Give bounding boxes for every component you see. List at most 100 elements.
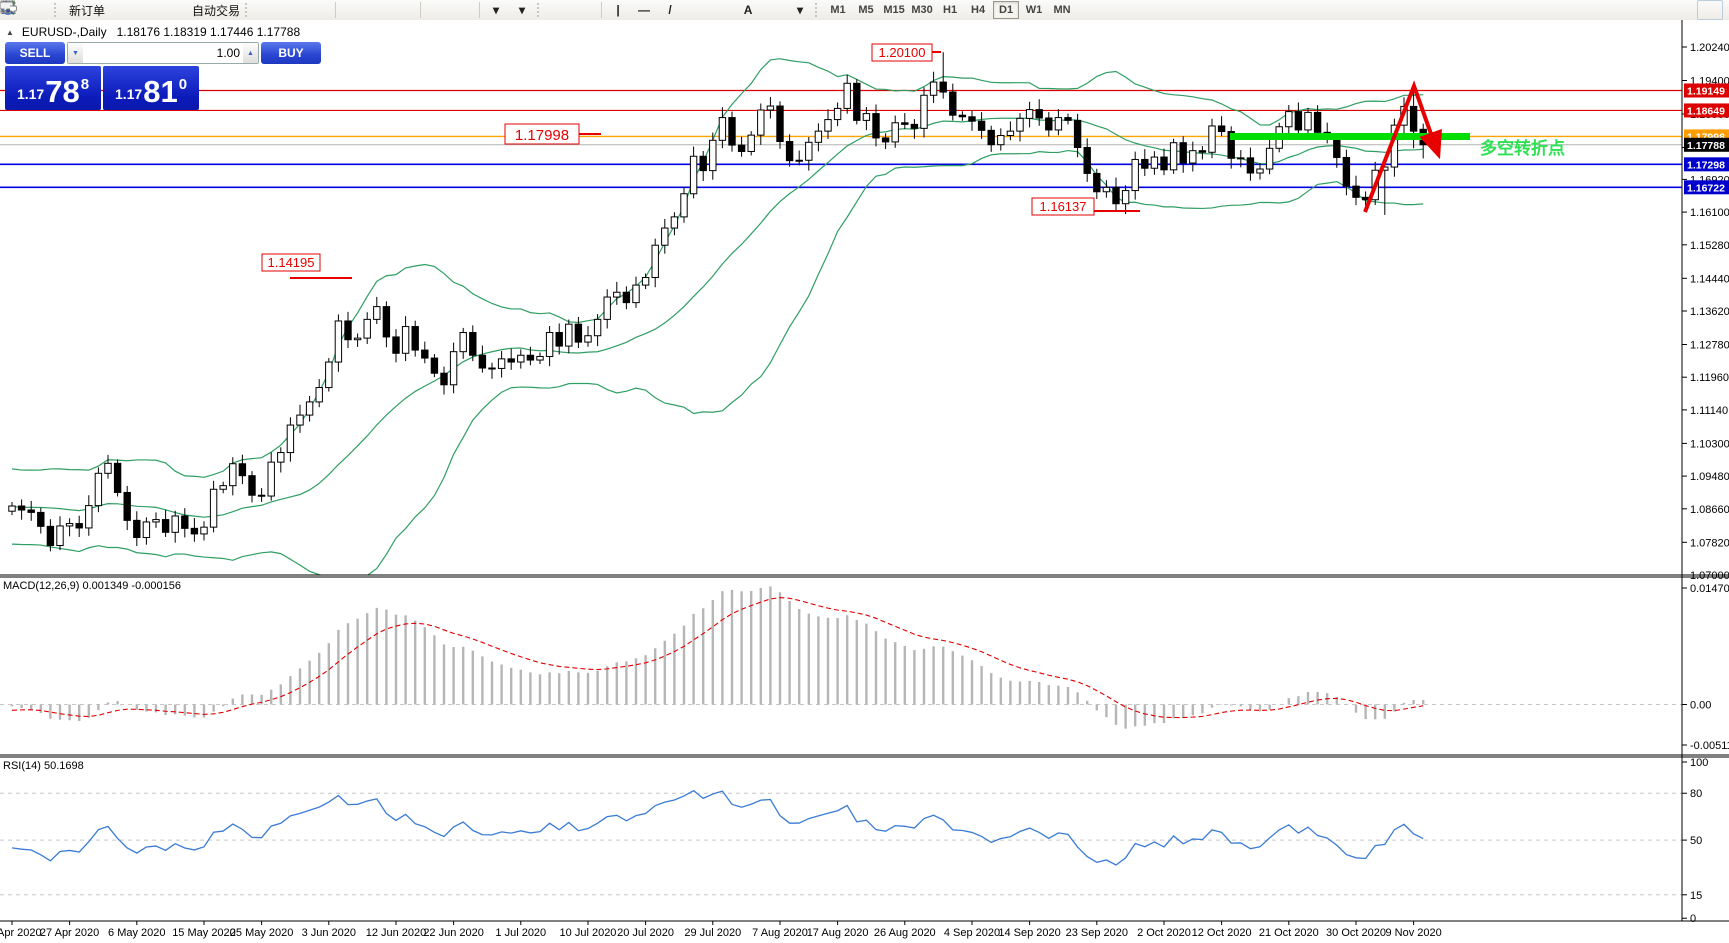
buy-button[interactable]: BUY <box>261 42 321 64</box>
support-zone-bar[interactable] <box>1230 133 1470 140</box>
rsi-level-lines <box>0 792 1682 896</box>
candle <box>46 525 55 546</box>
date-label: 15 May 2020 <box>172 927 236 939</box>
text-tool-icon[interactable]: A <box>743 3 753 17</box>
timeframe-d1-button[interactable]: D1 <box>993 1 1020 19</box>
period-dropdown[interactable]: ▾ <box>1 0 535 20</box>
timeframe-h1-button[interactable]: H1 <box>943 4 958 16</box>
price-tag-annotation[interactable]: 1.14195 <box>261 253 352 279</box>
buy-price-display[interactable]: 1.17 81 0 <box>103 66 199 110</box>
candle <box>382 306 391 338</box>
add-indicator-dropdown[interactable]: ▾ <box>0 0 509 20</box>
signal-icon[interactable] <box>1 0 186 20</box>
shapes-dropdown[interactable]: ▾ <box>0 0 813 20</box>
price-tick-label: 1.16100 <box>1690 207 1729 219</box>
candle <box>622 291 631 304</box>
candle <box>1294 111 1303 131</box>
candlestick-chart-icon[interactable] <box>1 0 306 20</box>
volume-up-icon[interactable]: ▲ <box>243 43 258 63</box>
tile-windows-icon[interactable] <box>0 0 417 20</box>
cursor-icon[interactable] <box>3 0 572 20</box>
candle <box>632 284 640 304</box>
candle <box>526 354 535 361</box>
price-level-chip-label: 1.16722 <box>1687 182 1725 194</box>
candle <box>1169 142 1178 171</box>
candle <box>75 523 83 529</box>
sell-price-display[interactable]: 1.17 78 8 <box>5 66 101 110</box>
candle <box>1285 111 1293 128</box>
dropdown-arrow-icon: ▾ <box>519 3 526 17</box>
text-label-tool-icon[interactable]: T <box>0 0 787 20</box>
candle <box>1304 111 1312 131</box>
price-level-chip <box>1684 137 1729 152</box>
candle <box>1006 130 1015 137</box>
timeframe-m5-button[interactable]: M5 <box>858 4 874 16</box>
timeframe-mn-button[interactable]: MN <box>1053 4 1071 16</box>
candle <box>593 318 602 337</box>
trendline-tool-icon[interactable]: / <box>668 3 672 17</box>
profiles-icon[interactable] <box>0 0 52 20</box>
price-tick-label: 1.11960 <box>1690 372 1729 384</box>
timeframe-m1-button[interactable]: M1 <box>830 4 846 16</box>
candle <box>545 332 554 357</box>
candle <box>977 120 986 131</box>
macd-label: MACD(12,26,9) 0.001349 -0.000156 <box>3 580 181 592</box>
candle <box>603 296 611 320</box>
zoom-in-icon[interactable] <box>1 0 365 20</box>
candle <box>363 318 371 339</box>
line-chart-icon[interactable] <box>0 0 332 20</box>
search-icon[interactable] <box>1 0 1697 20</box>
candle <box>1035 109 1043 119</box>
candle <box>1189 150 1197 164</box>
timeframe-w1-button[interactable]: W1 <box>1025 4 1043 16</box>
vertical-line-tool-icon[interactable]: | <box>616 3 620 17</box>
one-click-trading-panel: SELL ▼ ▲ BUY 1.17 78 8 1.17 81 0 <box>5 42 321 110</box>
cursor-group <box>1 0 598 20</box>
bar-chart-icon[interactable] <box>1 0 280 20</box>
volume-input[interactable] <box>83 43 243 63</box>
expert-advisor-icon[interactable] <box>1 0 160 20</box>
sell-button[interactable]: SELL <box>5 42 65 64</box>
horizontal-line-tool-icon[interactable]: — <box>638 3 651 17</box>
date-label: 9 Nov 2020 <box>1385 927 1441 939</box>
candle <box>1112 186 1120 205</box>
turning-point-text[interactable]: 多空转折点 <box>1480 138 1565 158</box>
autotrade-button[interactable]: 自动交易 <box>1 0 243 20</box>
candle <box>104 462 112 474</box>
price-tag-annotation[interactable]: 1.16137 <box>1031 197 1140 216</box>
volume-down-icon[interactable]: ▼ <box>68 43 83 63</box>
price-tag-annotation[interactable]: 1.20100 <box>871 43 941 62</box>
chart-shift-icon[interactable] <box>0 0 476 20</box>
equidistant-channel-tool-icon[interactable]: E <box>1 0 709 20</box>
timeframe-group: M1 M5 M15 M30 H1 H4 D1 W1 MN <box>824 0 1076 20</box>
zoom-out-icon[interactable] <box>1 0 391 20</box>
candle <box>737 144 746 152</box>
new-order-button[interactable]: 新订单 <box>0 0 108 20</box>
candle <box>142 521 151 539</box>
chart-canvas[interactable]: 1.202401.194001.185601.177201.169201.161… <box>0 20 1729 943</box>
candle <box>555 332 563 347</box>
crosshair-icon[interactable] <box>1 0 598 20</box>
timeframe-m15-button[interactable]: M15 <box>883 4 905 16</box>
price-axis[interactable]: 1.202401.194001.185601.177201.169201.161… <box>1682 42 1729 925</box>
crayon-icon[interactable] <box>1 0 134 20</box>
timeframe-h4-button[interactable]: H4 <box>971 4 986 16</box>
candle <box>661 227 669 246</box>
fibonacci-tool-icon[interactable]: F <box>1 0 735 20</box>
candle <box>1054 117 1063 131</box>
candle <box>795 159 803 162</box>
price-tag-annotation[interactable]: 1.17998 <box>504 123 601 145</box>
trend-arrow[interactable] <box>1363 80 1442 213</box>
timeframe-m30-button[interactable]: M30 <box>911 4 933 16</box>
price-level-chip <box>1684 83 1729 98</box>
chat-icon[interactable] <box>0 0 1723 20</box>
candle <box>277 452 285 463</box>
one-click-collapse-icon[interactable]: ▲ <box>6 27 14 37</box>
candle <box>449 351 458 386</box>
price-tick-label: 1.13620 <box>1690 306 1729 318</box>
auto-scroll-icon[interactable] <box>0 0 450 20</box>
price-tick-label: 1.10300 <box>1690 438 1729 450</box>
candle <box>229 463 237 487</box>
candle <box>1102 186 1111 193</box>
